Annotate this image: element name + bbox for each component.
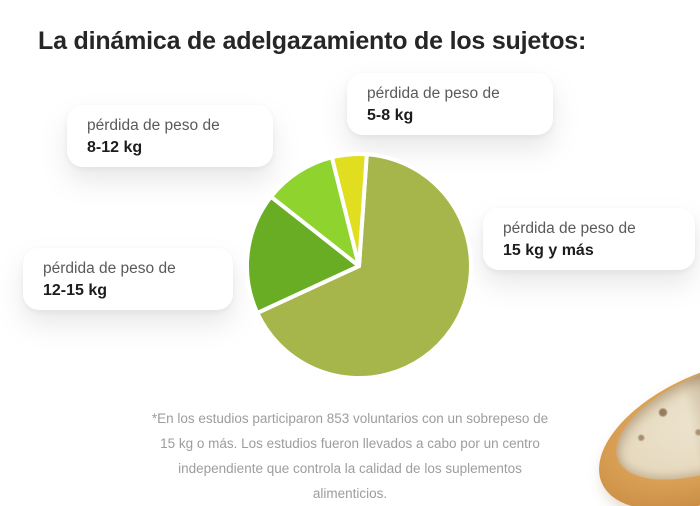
footnote-line: *En los estudios participaron 853 volunt… (151, 411, 549, 426)
label-card-5-8kg: pérdida de peso de 5-8 kg (347, 73, 553, 135)
label-card-12-15kg: pérdida de peso de 12-15 kg (23, 248, 233, 310)
label-text: pérdida de peso de (367, 85, 500, 102)
footnote: *En los estudios participaron 853 volunt… (100, 406, 600, 506)
label-text: pérdida de peso de (87, 117, 220, 134)
pie-slice-0 (255, 152, 473, 380)
label-value: 15 kg y más (503, 242, 594, 259)
page-title: La dinámica de adelgazamiento de los suj… (38, 26, 587, 55)
label-value: 5-8 kg (367, 107, 414, 124)
pie-chart-container (239, 146, 479, 386)
pie-chart (245, 152, 473, 380)
label-value: 8-12 kg (87, 139, 143, 156)
label-card-8-12kg: pérdida de peso de 8-12 kg (67, 105, 273, 167)
crispbread-photo (576, 329, 700, 506)
footnote-line: 15 kg o más. Los estudios fueron llevado… (160, 436, 540, 451)
label-text: pérdida de peso de (43, 260, 176, 277)
label-value: 12-15 kg (43, 282, 108, 299)
footnote-line: independiente que controla la calidad de… (178, 461, 522, 476)
footnote-line: alimenticios. (312, 486, 388, 501)
pie-slice-3 (329, 152, 369, 268)
crispbread-crust (577, 329, 700, 506)
label-text: pérdida de peso de (503, 220, 636, 237)
pie-slice-1 (245, 194, 361, 315)
label-card-15kg-y-mas: pérdida de peso de 15 kg y más (483, 208, 695, 270)
crispbread-topping (600, 335, 700, 505)
